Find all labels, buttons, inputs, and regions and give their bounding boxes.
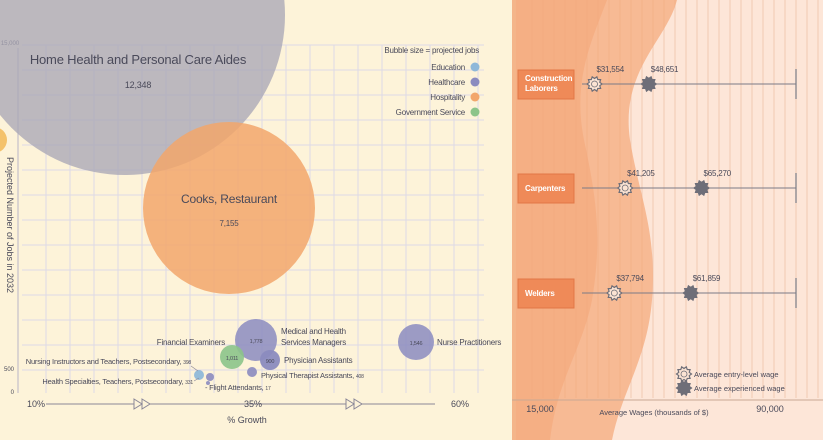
bubble-value: 398 [183, 360, 191, 366]
bubble [194, 370, 204, 380]
experienced-wage-label: $48,651 [651, 65, 679, 74]
bubble-value: 408 [356, 374, 364, 380]
legend-experienced-icon [675, 379, 693, 397]
x-tick-label: 60% [451, 399, 469, 409]
bubble-value: 7,155 [219, 219, 239, 228]
bubble-title-text: Health Specialties, Teachers, Postsecond… [42, 377, 185, 386]
bubble-value: 1,546 [410, 341, 423, 347]
arrow-icon [133, 398, 151, 410]
entry-wage-marker-hole [591, 80, 598, 88]
bubble-value: 1,778 [250, 339, 263, 345]
leader-line [193, 377, 200, 382]
bubble-title: - Flight Attendants, 17 [205, 383, 271, 392]
bubble-offscreen [0, 128, 7, 152]
bubble-value: 900 [266, 359, 275, 365]
entry-wage-marker-hole [621, 184, 629, 192]
wage-x-tick: 15,000 [526, 404, 554, 414]
experienced-wage-marker [682, 284, 700, 302]
legend-label: Average experienced wage [694, 384, 785, 393]
bubble [398, 324, 434, 360]
bubble [206, 373, 214, 381]
bubble-title: Home Health and Personal Care Aides [30, 52, 247, 67]
bubble-title: Nurse Practitioners [437, 338, 501, 347]
experienced-wage-label: $61,859 [693, 274, 721, 283]
occupation-label-line: Laborers [525, 84, 558, 93]
y-tick-label: 0 [11, 390, 15, 396]
experienced-wage-label: $65,270 [704, 169, 732, 178]
entry-wage-label: $41,205 [627, 169, 655, 178]
bubble-title: Physical Therapist Assistants, 408 [261, 371, 364, 380]
legend-label: Healthcare [428, 78, 465, 87]
bubble-title: Physician Assistants [284, 356, 353, 365]
legend-swatch [470, 107, 480, 117]
x-tick-label: 35% [244, 399, 262, 409]
legend-swatch [470, 62, 480, 72]
y-tick-label: 500 [4, 367, 15, 373]
bubble [220, 345, 244, 369]
bubble-chart: 15,0005000Projected Number of Jobs in 20… [0, 0, 502, 425]
legend-swatch [470, 77, 480, 87]
legend-label: Hospitality [430, 93, 465, 102]
bubble [260, 350, 280, 370]
leader-line [190, 365, 199, 372]
occupation-label-box [517, 278, 575, 309]
bubble-title-line: Services Managers [281, 338, 346, 347]
occupation-label-box [517, 173, 575, 204]
legend-label: Government Service [396, 108, 466, 117]
bubble-title-text: Nursing Instructors and Teachers, Postse… [26, 357, 184, 366]
x-tick-label: 10% [27, 399, 45, 409]
y-axis-title: Projected Number of Jobs in 2032 [5, 157, 15, 293]
bubble-title-text: Physical Therapist Assistants, [261, 371, 356, 380]
legend-title: Bubble size = projected jobs [384, 46, 479, 55]
legend-entry-icon-hole [680, 370, 688, 378]
experienced-wage-marker [693, 179, 711, 197]
legend-swatch [470, 92, 480, 102]
bubble [235, 319, 277, 361]
bubble-value: 1,011 [226, 356, 238, 362]
bubble-value: 17 [265, 386, 271, 392]
panel-divider [512, 0, 516, 440]
occupation-label-box [517, 69, 575, 100]
bubble-value: 331 [185, 380, 193, 386]
occupation-label: Welders [525, 289, 555, 298]
bubble-title: Medical and Health Services Managers [281, 327, 346, 347]
experienced-wage-marker [640, 75, 658, 93]
occupation-label: Construction Laborers [525, 74, 573, 93]
occupation-label: Carpenters [525, 184, 566, 193]
wage-x-tick: 90,000 [756, 404, 784, 414]
bubble-value: 12,348 [125, 80, 152, 90]
bubble [206, 381, 210, 385]
x-axis-title: % Growth [227, 415, 267, 425]
entry-wage-marker-hole [610, 289, 618, 297]
bubble-title-text: - Flight Attendants, [205, 383, 265, 392]
bubble [247, 367, 257, 377]
bubble [143, 122, 315, 294]
bubble-title: Financial Examiners [157, 338, 225, 347]
wage-x-title: Average Wages (thousands of $) [599, 408, 709, 417]
arrow-icon [345, 398, 363, 410]
bubble-title: Cooks, Restaurant [181, 192, 278, 206]
legend-label: Education [431, 63, 465, 72]
bubble-title: Health Specialties, Teachers, Postsecond… [42, 377, 193, 386]
bubble-title: Nursing Instructors and Teachers, Postse… [26, 357, 192, 366]
legend-label: Average entry-level wage [694, 370, 779, 379]
wage-ribbon-inner [516, 0, 607, 440]
entry-wage-label: $37,794 [616, 274, 644, 283]
wage-chart: 15,000 90,000 Average Wages (thousands of … [512, 0, 823, 440]
bubble-title-line: Medical and Health [281, 327, 346, 336]
entry-wage-label: $31,554 [597, 65, 625, 74]
occupation-label-line: Construction [525, 74, 573, 83]
